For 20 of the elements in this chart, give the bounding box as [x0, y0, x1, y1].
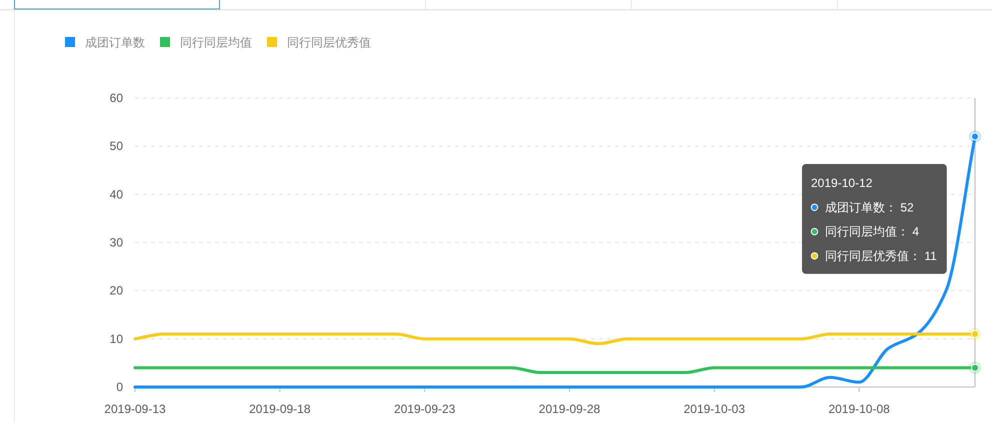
annotation: 同行同层均值： 4	[825, 224, 920, 239]
x-tick-label: 2019-09-28	[538, 402, 600, 416]
y-tick-label: 30	[110, 236, 124, 250]
y-tick-label: 50	[110, 139, 124, 154]
annotation: 成团订单数： 52	[825, 200, 914, 214]
x-tick-label: 2019-10-03	[684, 402, 746, 416]
x-tick-label: 2019-09-18	[249, 402, 311, 416]
y-tick-label: 60	[110, 91, 124, 105]
y-tick-label: 0	[116, 380, 124, 394]
legend-label: 成团订单数	[85, 36, 145, 50]
annotation: 2019-10-12	[811, 176, 873, 190]
y-tick-label: 20	[110, 284, 124, 298]
y-tick-label: 40	[110, 187, 124, 202]
legend-label: 同行同层优秀值	[287, 36, 371, 50]
x-tick-label: 2019-10-08	[828, 402, 890, 416]
x-tick-label: 2019-09-23	[394, 402, 456, 416]
annotation: 同行同层优秀值： 11	[825, 248, 938, 263]
y-tick-label: 10	[110, 332, 124, 346]
legend-label: 同行同层均值	[180, 36, 252, 50]
x-tick-label: 2019-09-13	[104, 402, 166, 416]
